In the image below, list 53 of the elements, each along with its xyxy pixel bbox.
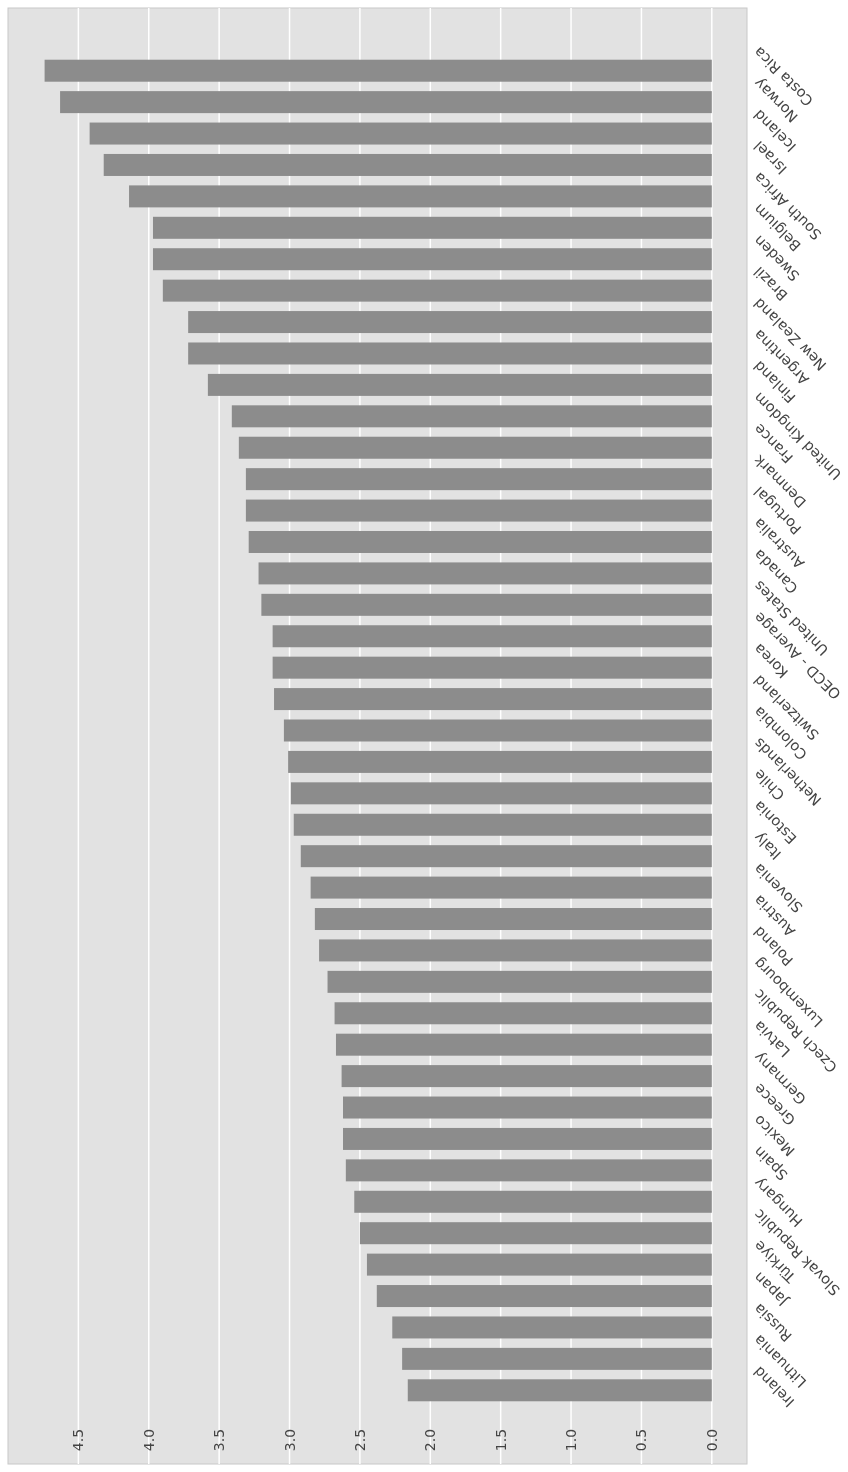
bar <box>392 1316 712 1339</box>
bar <box>335 1033 712 1056</box>
bar <box>188 342 712 365</box>
bar <box>188 311 712 334</box>
bar <box>207 373 712 396</box>
x-tick-label: 3.5 <box>211 1428 228 1452</box>
x-tick-label: 4.0 <box>140 1428 157 1452</box>
bar <box>162 279 712 302</box>
bar <box>293 813 712 836</box>
bar <box>245 468 712 491</box>
bar <box>44 59 712 82</box>
bar <box>343 1127 712 1150</box>
x-tick-label: 0.0 <box>703 1428 720 1452</box>
bar <box>327 970 712 993</box>
x-tick-label: 0.5 <box>633 1428 650 1452</box>
bar <box>314 908 712 931</box>
x-tick-label: 4.5 <box>70 1428 87 1452</box>
bar <box>343 1096 712 1119</box>
bar <box>354 1190 712 1213</box>
bar <box>272 656 712 679</box>
bar <box>334 1002 712 1025</box>
bar <box>341 1065 712 1088</box>
x-tick-label: 2.5 <box>351 1428 368 1452</box>
bar <box>129 185 712 208</box>
bar <box>248 530 712 553</box>
bar <box>231 405 712 428</box>
bar <box>345 1159 712 1182</box>
bar <box>245 499 712 522</box>
bar <box>89 122 712 145</box>
bar <box>258 562 712 585</box>
bar <box>319 939 712 962</box>
bar <box>152 216 712 239</box>
x-tick-label: 1.5 <box>492 1428 509 1452</box>
bar <box>407 1379 712 1402</box>
bar <box>366 1253 712 1276</box>
bar <box>274 688 712 711</box>
bar <box>288 750 712 773</box>
x-tick-label: 2.0 <box>422 1428 439 1452</box>
bar <box>402 1347 712 1370</box>
bar <box>103 153 712 176</box>
bar <box>376 1285 712 1308</box>
bar <box>272 625 712 648</box>
bar <box>290 782 712 805</box>
bar <box>60 91 712 114</box>
x-tick-label: 1.0 <box>563 1428 580 1452</box>
x-tick-label: 3.0 <box>281 1428 298 1452</box>
bar <box>359 1222 712 1245</box>
bar <box>152 248 712 271</box>
bar <box>310 876 712 899</box>
bar <box>283 719 712 742</box>
bar <box>238 436 712 459</box>
bar <box>300 845 712 868</box>
bar <box>261 593 712 616</box>
